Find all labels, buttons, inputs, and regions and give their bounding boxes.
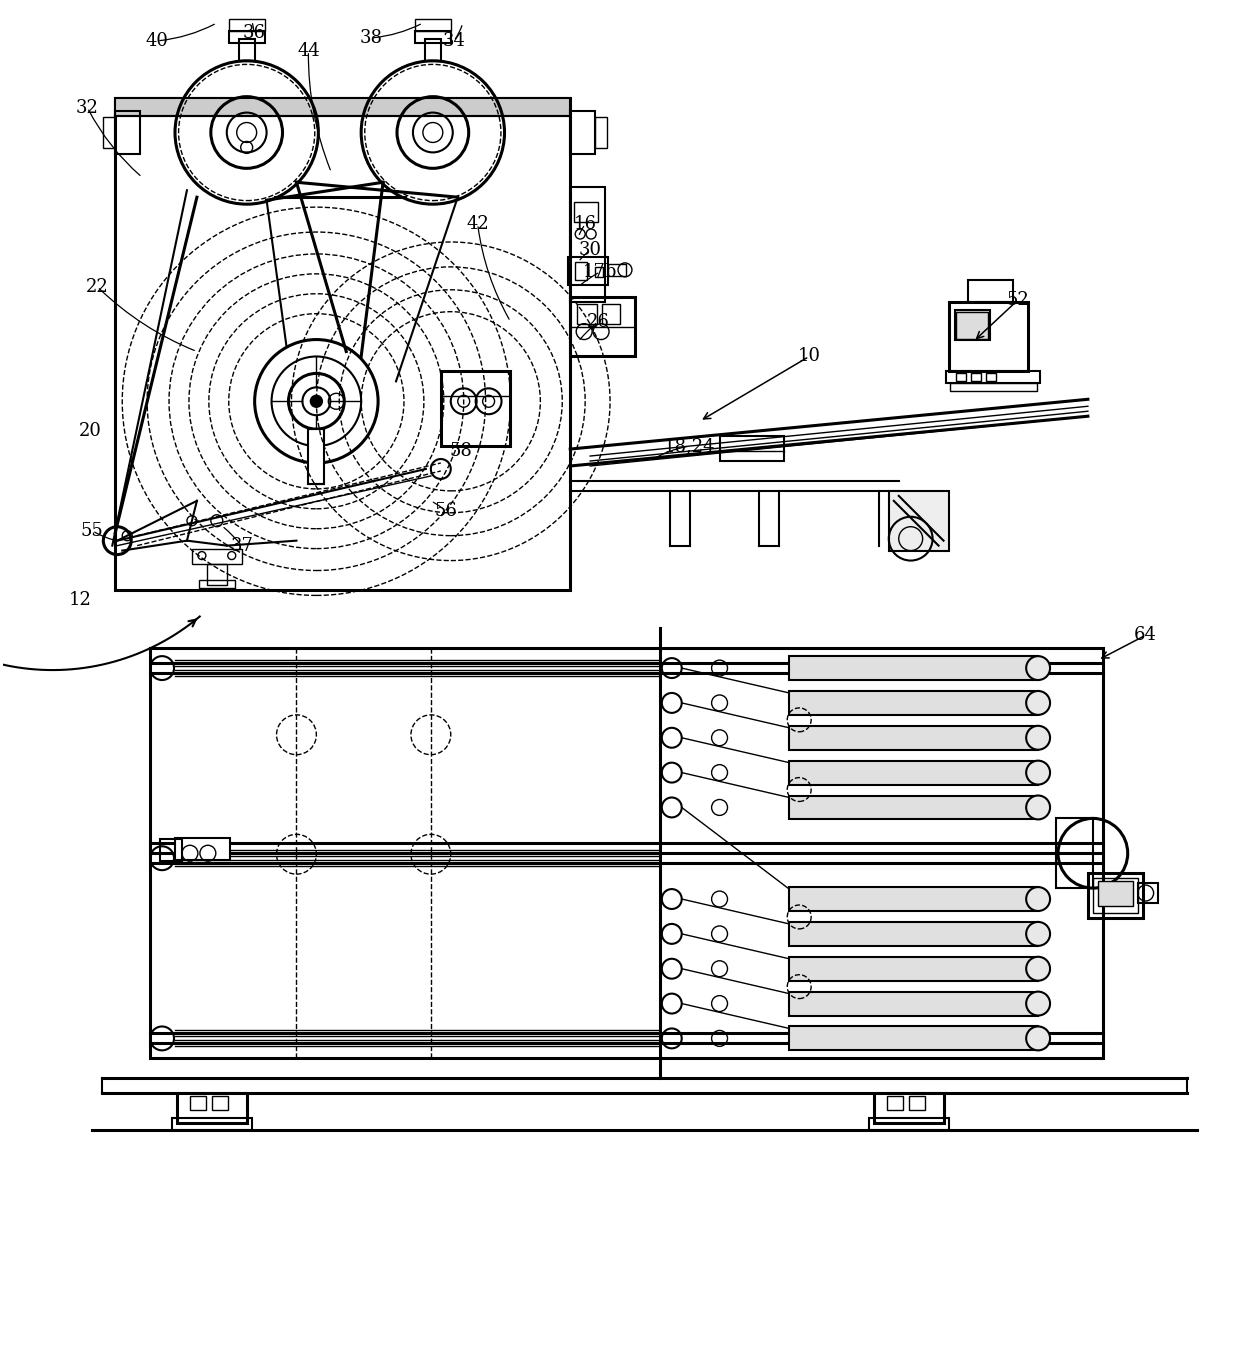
- Circle shape: [1027, 691, 1050, 714]
- Bar: [190, 1097, 206, 1111]
- Bar: [207, 563, 227, 585]
- Bar: [115, 97, 570, 591]
- Bar: [789, 657, 1038, 680]
- Bar: [789, 921, 1038, 946]
- Bar: [889, 491, 949, 551]
- Text: 52: 52: [1007, 291, 1029, 308]
- Bar: [968, 280, 1013, 302]
- Text: 44: 44: [298, 43, 320, 60]
- Bar: [415, 32, 451, 43]
- Text: 20: 20: [79, 422, 102, 440]
- Bar: [595, 117, 608, 148]
- Bar: [608, 263, 626, 276]
- Bar: [956, 310, 991, 340]
- Circle shape: [1027, 957, 1050, 980]
- Bar: [115, 97, 570, 115]
- Text: 26: 26: [587, 313, 610, 330]
- Bar: [949, 302, 1028, 372]
- Bar: [177, 1093, 247, 1123]
- Text: 64: 64: [1135, 627, 1157, 644]
- Text: 18,24: 18,24: [663, 437, 715, 455]
- Bar: [570, 188, 605, 302]
- Bar: [1137, 883, 1158, 903]
- Text: 56: 56: [434, 502, 458, 520]
- Bar: [946, 372, 1040, 384]
- Bar: [115, 111, 140, 155]
- Circle shape: [1027, 991, 1050, 1016]
- Bar: [309, 429, 325, 484]
- Bar: [971, 373, 981, 381]
- Circle shape: [1027, 761, 1050, 784]
- Circle shape: [303, 388, 330, 415]
- Bar: [172, 1119, 252, 1130]
- Bar: [789, 691, 1038, 714]
- Bar: [103, 117, 115, 148]
- Bar: [950, 384, 1037, 391]
- Bar: [986, 373, 996, 381]
- Bar: [425, 38, 440, 60]
- Bar: [440, 372, 511, 446]
- Bar: [789, 957, 1038, 980]
- Bar: [570, 111, 595, 155]
- Bar: [789, 1027, 1038, 1050]
- Bar: [874, 1093, 944, 1123]
- Bar: [198, 580, 234, 588]
- Text: 38: 38: [360, 29, 383, 47]
- Bar: [719, 436, 784, 461]
- Text: 16: 16: [574, 215, 596, 233]
- Text: 10: 10: [797, 347, 821, 366]
- Bar: [789, 887, 1038, 910]
- Bar: [909, 1097, 925, 1111]
- Text: 12: 12: [69, 591, 92, 609]
- Text: 55: 55: [81, 522, 104, 540]
- Text: 58: 58: [449, 441, 472, 461]
- Bar: [415, 19, 451, 32]
- Text: 32: 32: [76, 99, 99, 117]
- Circle shape: [211, 514, 223, 526]
- Bar: [789, 725, 1038, 750]
- Bar: [568, 256, 608, 285]
- Bar: [228, 32, 264, 43]
- Circle shape: [1027, 921, 1050, 946]
- Bar: [595, 267, 603, 277]
- Circle shape: [289, 373, 345, 429]
- Bar: [789, 795, 1038, 820]
- Text: 37: 37: [231, 536, 253, 555]
- Bar: [570, 296, 635, 356]
- Circle shape: [310, 395, 322, 407]
- Bar: [160, 839, 182, 861]
- Bar: [887, 1097, 903, 1111]
- Bar: [175, 838, 229, 860]
- Text: 40: 40: [145, 32, 169, 49]
- Bar: [574, 202, 598, 222]
- Circle shape: [1027, 725, 1050, 750]
- Bar: [1087, 873, 1142, 919]
- Text: 17b: 17b: [583, 263, 618, 281]
- Bar: [577, 304, 598, 324]
- Bar: [789, 761, 1038, 784]
- Text: 42: 42: [466, 215, 489, 233]
- Bar: [1097, 882, 1132, 906]
- Text: 22: 22: [86, 278, 109, 296]
- Bar: [212, 1097, 228, 1111]
- Bar: [575, 262, 588, 280]
- Bar: [869, 1119, 949, 1130]
- Bar: [192, 548, 242, 563]
- Circle shape: [1027, 657, 1050, 680]
- Bar: [239, 38, 254, 60]
- Circle shape: [1027, 887, 1050, 910]
- Bar: [956, 311, 988, 339]
- Bar: [1092, 879, 1137, 913]
- Bar: [150, 648, 1102, 1058]
- Text: 36: 36: [242, 23, 265, 43]
- Text: 34: 34: [443, 32, 465, 49]
- Circle shape: [1027, 1027, 1050, 1050]
- Bar: [1056, 818, 1092, 888]
- Bar: [228, 19, 264, 32]
- Bar: [603, 304, 620, 324]
- Bar: [956, 373, 966, 381]
- Text: 30: 30: [579, 241, 601, 259]
- Circle shape: [1027, 795, 1050, 820]
- Bar: [789, 991, 1038, 1016]
